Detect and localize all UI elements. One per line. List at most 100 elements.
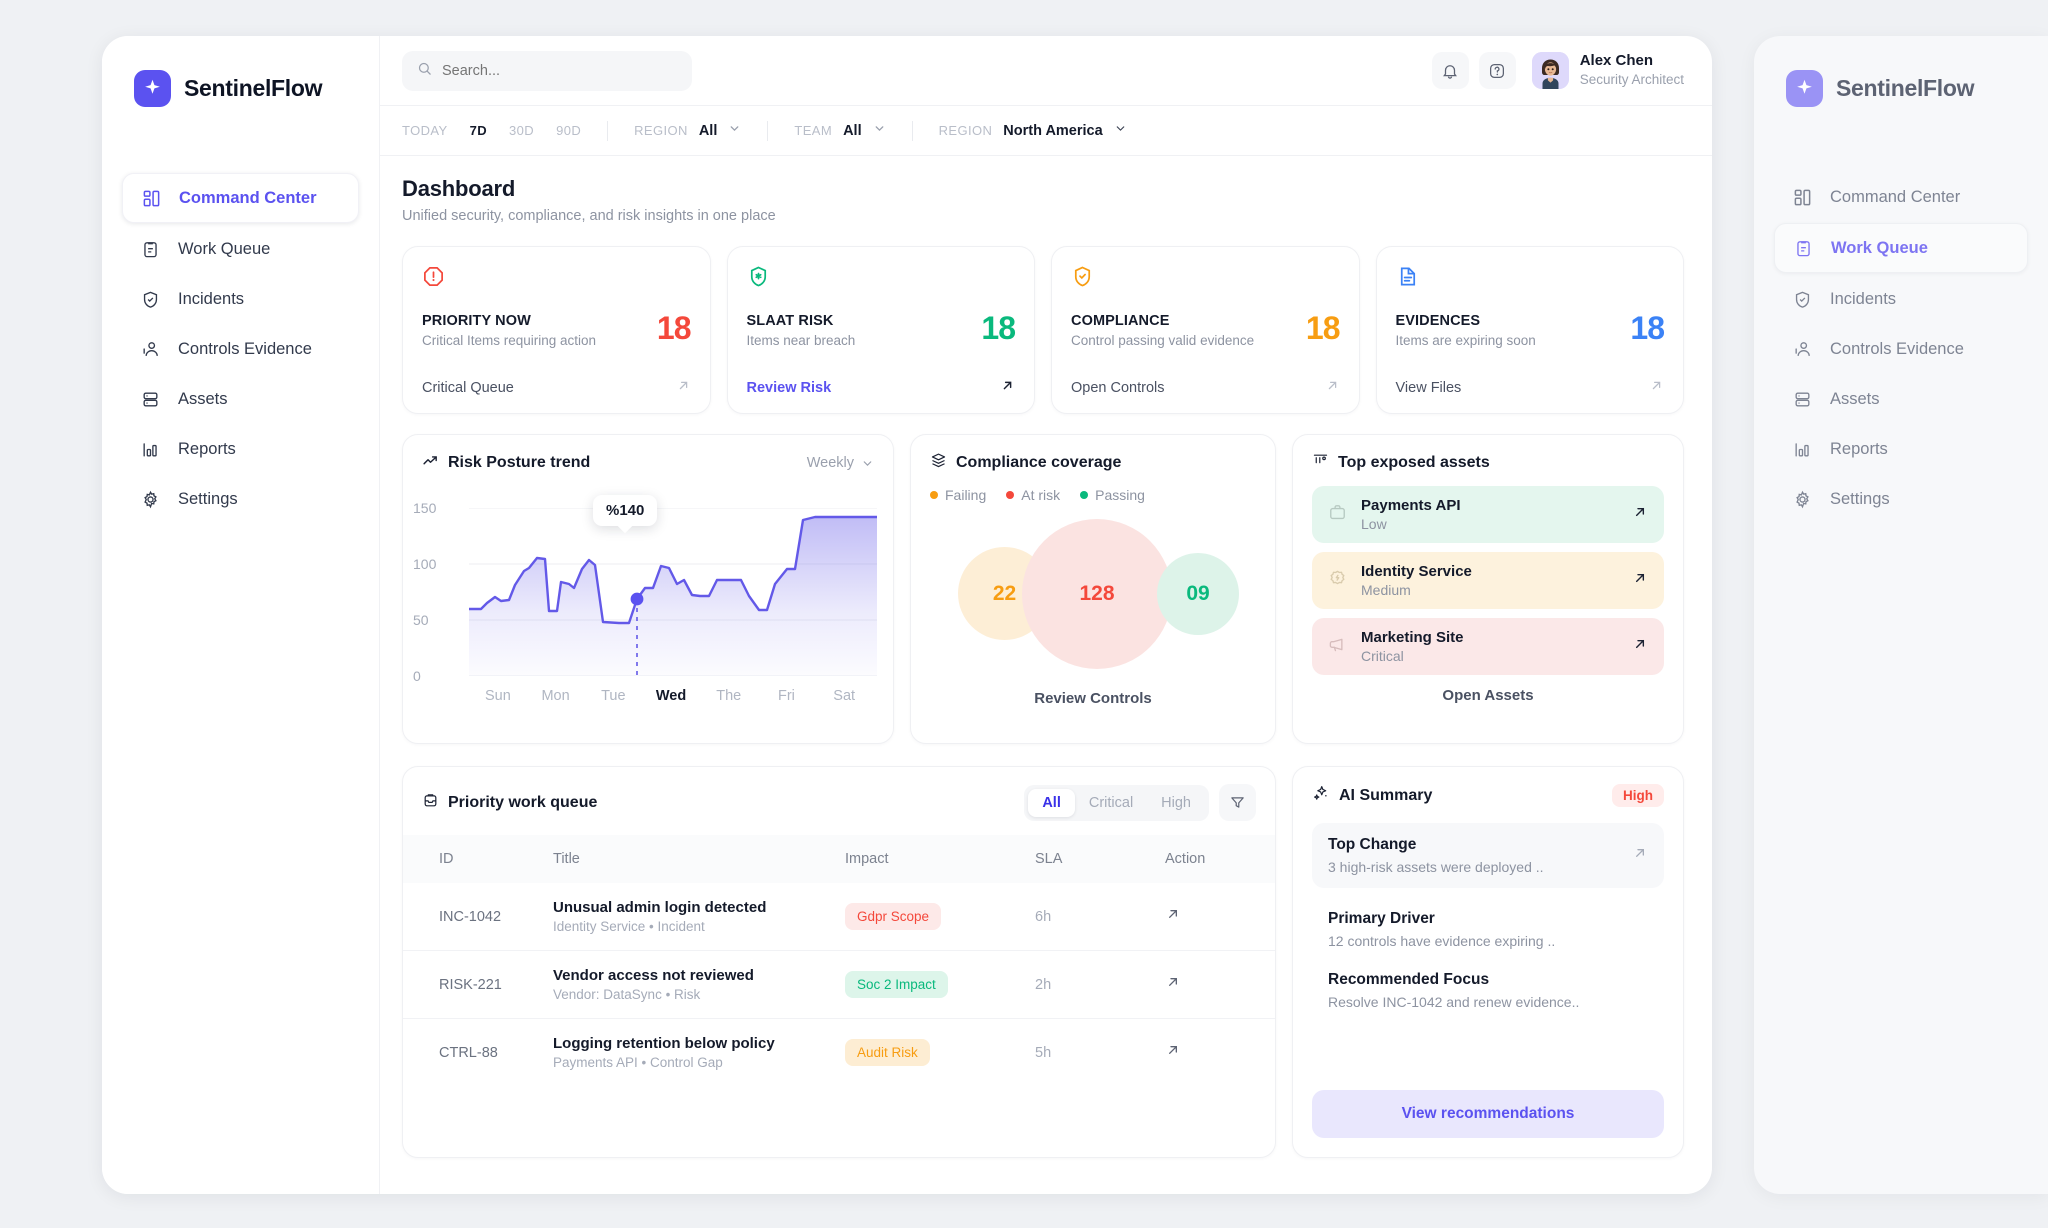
kpi-link[interactable]: Open Controls — [1071, 378, 1340, 397]
arrow-up-right-icon — [1632, 504, 1648, 525]
chart-marker-dot — [630, 592, 644, 606]
x-tick-tue: Tue — [601, 688, 626, 704]
sidebar-item-work-queue[interactable]: Work Queue — [122, 225, 359, 273]
kpi-card-evidences[interactable]: EVIDENCES Items are expiring soon 18 Vie… — [1375, 246, 1684, 414]
row-action-cell[interactable] — [1165, 883, 1275, 951]
kpi-card-priority-now[interactable]: PRIORITY NOW Critical Items requiring ac… — [402, 246, 711, 414]
ghost-item-assets[interactable]: Assets — [1774, 375, 2028, 423]
table-row[interactable]: CTRL-88 Logging retention below policy P… — [403, 1019, 1275, 1087]
row-title: Logging retention below policy — [553, 1035, 775, 1052]
chart-range-select[interactable]: Weekly — [807, 455, 874, 471]
kpi-card-sla-at-risk[interactable]: SLAAT RISK Items near breach 18 Review R… — [726, 246, 1035, 414]
badge-bolt-icon — [1328, 569, 1347, 593]
ai-block-top-change[interactable]: Top Change 3 high-risk assets were deplo… — [1312, 823, 1664, 888]
ghost-item-incidents[interactable]: Incidents — [1774, 275, 2028, 323]
kpi-label: EVIDENCES — [1395, 313, 1481, 329]
card-title: Compliance coverage — [956, 454, 1122, 471]
asset-row-marketing-site[interactable]: Marketing Site Critical — [1312, 618, 1664, 675]
filter-region-1[interactable]: REGION All — [634, 122, 741, 140]
kpi-label: COMPLIANCE — [1071, 313, 1170, 329]
asset-row-payments-api[interactable]: Payments API Low — [1312, 486, 1664, 543]
table-row[interactable]: RISK-221 Vendor access not reviewed Vend… — [403, 950, 1275, 1019]
table-row[interactable]: INC-1042 Unusual admin login detected Id… — [403, 883, 1275, 951]
col-title: Title — [553, 851, 580, 867]
range-30d[interactable]: 30D — [509, 123, 535, 138]
row-title: Vendor access not reviewed — [553, 967, 754, 984]
ghost-item-reports[interactable]: Reports — [1774, 425, 2028, 473]
pill-all[interactable]: All — [1028, 788, 1075, 817]
arrow-up-right-icon — [1000, 378, 1015, 397]
ghost-item-controls-evidence[interactable]: Controls Evidence — [1774, 325, 2028, 373]
search-input[interactable] — [442, 62, 677, 79]
ghost-brand-name: SentinelFlow — [1836, 75, 1975, 101]
sidebar-item-incidents[interactable]: Incidents — [122, 275, 359, 323]
range-segments: TODAY 7D 30D 90D — [402, 123, 581, 138]
range-7d[interactable]: 7D — [469, 123, 488, 138]
range-today[interactable]: TODAY — [402, 123, 448, 138]
page-title-text: Dashboard — [402, 176, 516, 201]
kpi-link[interactable]: Critical Queue — [422, 378, 691, 397]
sidebar-item-reports[interactable]: Reports — [122, 425, 359, 473]
sidebar-item-settings[interactable]: Settings — [122, 475, 359, 523]
ghost-item-work-queue[interactable]: Work Queue — [1774, 223, 2028, 273]
queue-filter-pills: All Critical High — [1024, 784, 1256, 821]
sidebar-item-command-center[interactable]: Command Center — [122, 173, 359, 223]
coverage-footer-link[interactable]: Review Controls — [1034, 690, 1152, 707]
notifications-button[interactable] — [1431, 52, 1469, 89]
filter-label: REGION — [634, 123, 688, 138]
filter-button[interactable] — [1219, 784, 1256, 821]
kpi-card-compliance[interactable]: COMPLIANCE Control passing valid evidenc… — [1051, 246, 1360, 414]
arrow-up-right-icon — [676, 378, 691, 397]
x-tick-the: The — [716, 688, 742, 704]
pill-high[interactable]: High — [1161, 794, 1191, 811]
filter-team[interactable]: TEAM All — [794, 122, 885, 140]
row-action-cell[interactable] — [1165, 950, 1275, 1019]
pill-critical[interactable]: Critical — [1088, 794, 1134, 811]
row-title: Unusual admin login detected — [553, 899, 767, 916]
row-title-cell: Vendor access not reviewed Vendor: DataS… — [553, 950, 845, 1019]
divider — [911, 120, 913, 141]
shield-check-icon — [139, 288, 161, 310]
search-box[interactable] — [402, 50, 692, 91]
help-button[interactable] — [1478, 52, 1516, 89]
sidebar-item-label: Assets — [178, 389, 228, 408]
kpi-value: 18 — [1305, 310, 1341, 346]
sidebar-item-assets[interactable]: Assets — [122, 375, 359, 423]
server-icon — [1791, 388, 1813, 410]
row-action-cell[interactable] — [1165, 1019, 1275, 1087]
view-recommendations-button[interactable]: View recommendations — [1312, 1090, 1664, 1138]
kpi-link[interactable]: Review Risk — [747, 378, 1016, 397]
row-sla: 2h — [1035, 950, 1165, 1019]
layers-icon — [930, 452, 947, 474]
ghost-brand: SentinelFlow — [1754, 62, 2048, 107]
status-badge: Soc 2 Impact — [845, 971, 948, 998]
sidebar-item-label: Command Center — [179, 188, 317, 207]
row-id: INC-1042 — [403, 883, 553, 951]
user-menu[interactable]: Alex Chen Security Architect — [1531, 52, 1684, 89]
alert-octagon-icon — [422, 265, 691, 291]
row-sla: 5h — [1035, 1044, 1052, 1061]
range-90d[interactable]: 90D — [556, 123, 582, 138]
bubble-passing[interactable]: 09 — [1157, 553, 1239, 635]
document-icon — [1396, 265, 1665, 291]
kpi-link[interactable]: View Files — [1396, 378, 1665, 397]
ghost-item-command-center[interactable]: Command Center — [1774, 173, 2028, 221]
sidebar-item-controls-evidence[interactable]: Controls Evidence — [122, 325, 359, 373]
ghost-sidebar-panel: SentinelFlow Command Center Work Queue I… — [1754, 36, 2048, 1194]
status-badge: Audit Risk — [845, 1039, 930, 1066]
asset-row-identity-service[interactable]: Identity Service Medium — [1312, 552, 1664, 609]
col-sla: SLA — [1035, 851, 1063, 867]
ghost-item-settings[interactable]: Settings — [1774, 475, 2028, 523]
kpi-link-label: View Files — [1395, 379, 1462, 396]
bubble-at-risk[interactable]: 128 — [1022, 519, 1172, 669]
assets-footer-link[interactable]: Open Assets — [1442, 687, 1534, 704]
filter-region-2[interactable]: REGION North America — [939, 122, 1127, 140]
card-title: Risk Posture trend — [448, 454, 591, 471]
trend-up-icon — [422, 452, 439, 474]
coverage-legend: Failing At risk Passing — [911, 474, 1275, 503]
card-title: Priority work queue — [448, 793, 598, 811]
divider — [767, 120, 769, 141]
card-title: Top exposed assets — [1338, 454, 1490, 471]
table-header-row: ID Title Impact SLA Action — [403, 835, 1275, 883]
ai-block-primary-driver: Primary Driver 12 controls have evidence… — [1312, 910, 1664, 949]
